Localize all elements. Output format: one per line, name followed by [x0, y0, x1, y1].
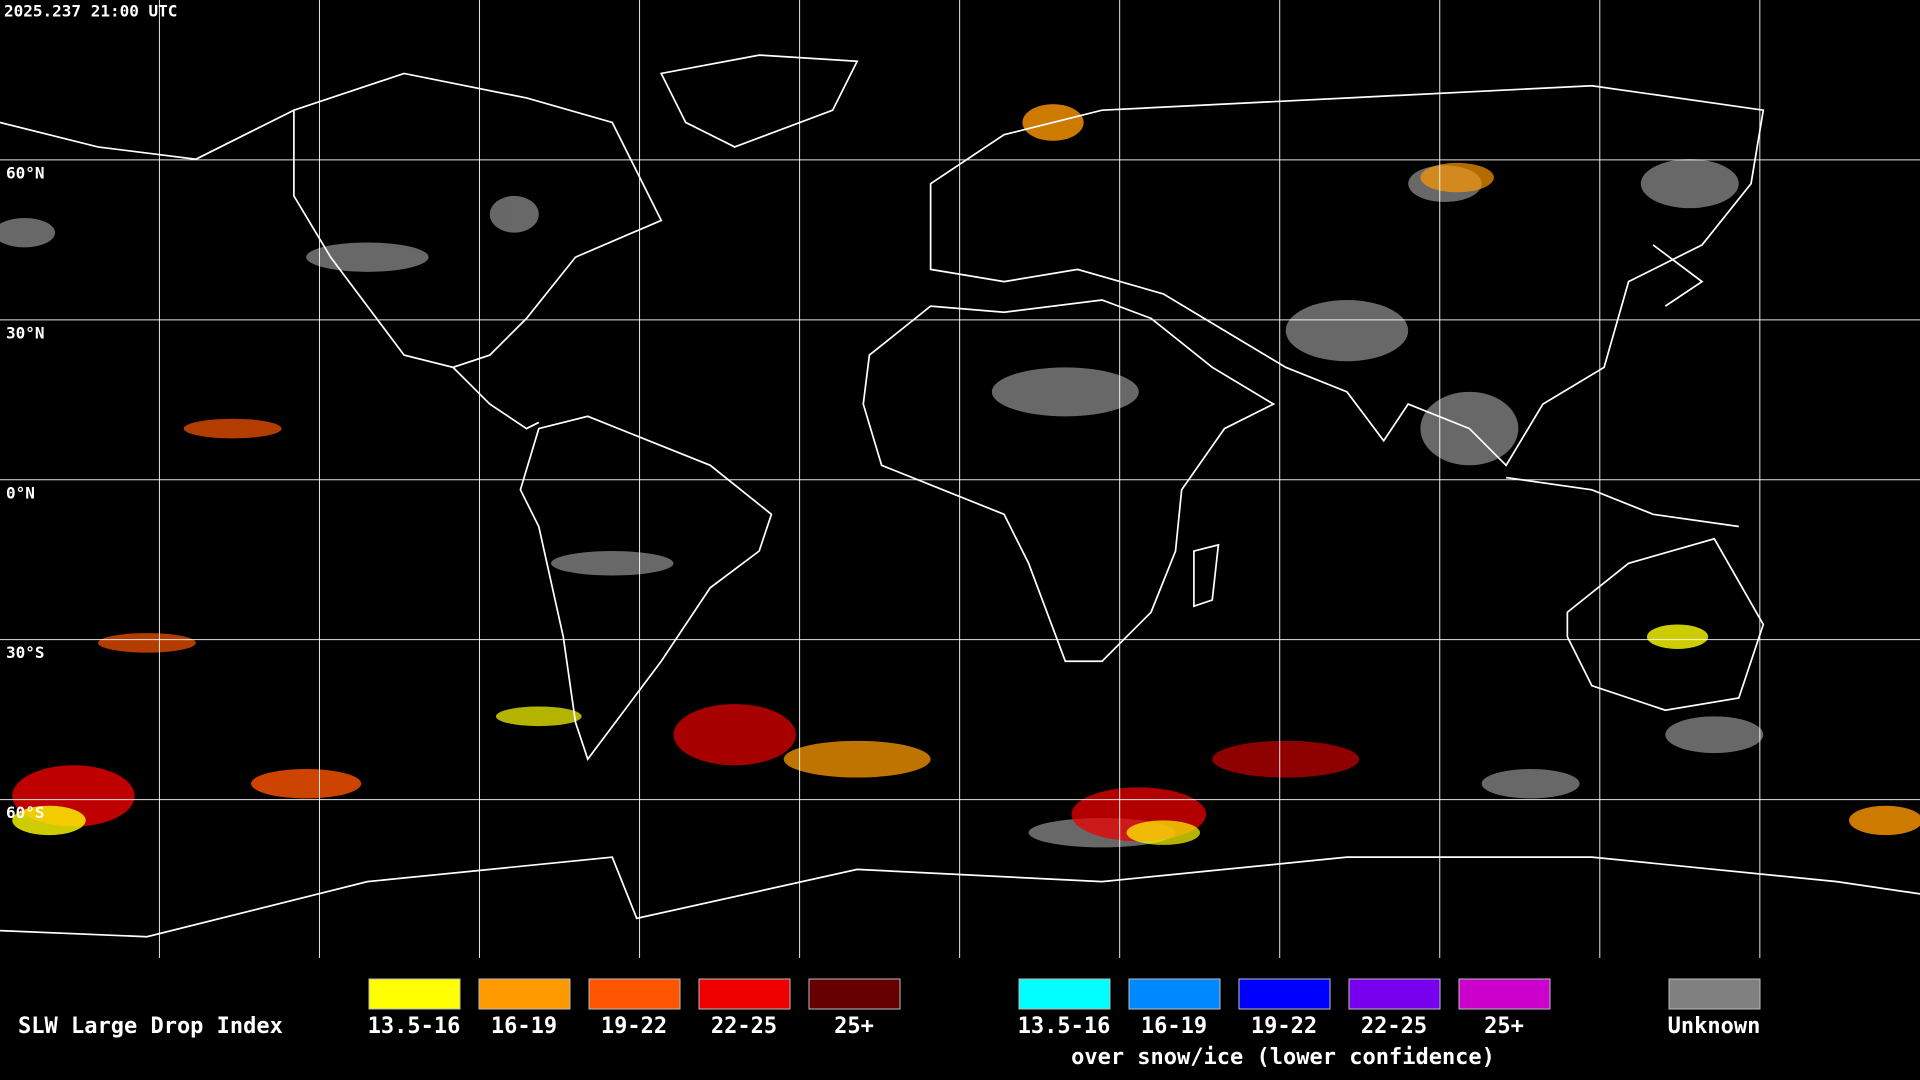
legend-panel	[0, 960, 1920, 1080]
legend-label: 22-25	[1361, 1014, 1427, 1039]
coastlines	[0, 54, 1920, 938]
legend-subtitle: over snow/ice (lower confidence)	[1071, 1045, 1495, 1070]
legend-label: 16-19	[491, 1014, 557, 1039]
legend-title: SLW Large Drop Index	[18, 1014, 283, 1039]
timestamp: 2025.237 21:00 UTC	[4, 2, 177, 21]
graticule: 60°N 30°N 0°N 30°S 60°S	[0, 0, 1920, 958]
legend-swatch	[1348, 978, 1441, 1010]
legend-swatch	[698, 978, 791, 1010]
legend-swatch	[808, 978, 901, 1010]
legend-swatch	[1018, 978, 1111, 1010]
legend-label: 13.5-16	[368, 1014, 461, 1039]
legend-swatch	[1458, 978, 1551, 1010]
legend-swatch	[588, 978, 681, 1010]
legend-label: Unknown	[1668, 1014, 1761, 1039]
latitude-label: 30°S	[6, 643, 45, 662]
legend-swatch	[478, 978, 571, 1010]
legend-swatch	[1668, 978, 1761, 1010]
legend-swatch	[368, 978, 461, 1010]
legend: 13.5-16 16-19 19-22 22-25 25+ 13.5-16 16-19 19-…	[368, 978, 1761, 1039]
legend-swatch	[1128, 978, 1221, 1010]
latitude-label: 0°N	[6, 483, 35, 502]
satellite-imagery	[0, 54, 1920, 938]
legend-swatch	[1238, 978, 1331, 1010]
latitude-label: 60°S	[6, 803, 45, 822]
slw-cloud	[12, 104, 1920, 845]
latitude-label: 30°N	[6, 323, 45, 342]
latitude-label: 60°N	[6, 163, 45, 182]
legend-label: 25+	[834, 1014, 874, 1039]
legend-label: 19-22	[1251, 1014, 1317, 1039]
legend-label: 16-19	[1141, 1014, 1207, 1039]
legend-label: 13.5-16	[1018, 1014, 1111, 1039]
legend-label: 19-22	[601, 1014, 667, 1039]
legend-label: 22-25	[711, 1014, 777, 1039]
legend-label: 25+	[1484, 1014, 1524, 1039]
